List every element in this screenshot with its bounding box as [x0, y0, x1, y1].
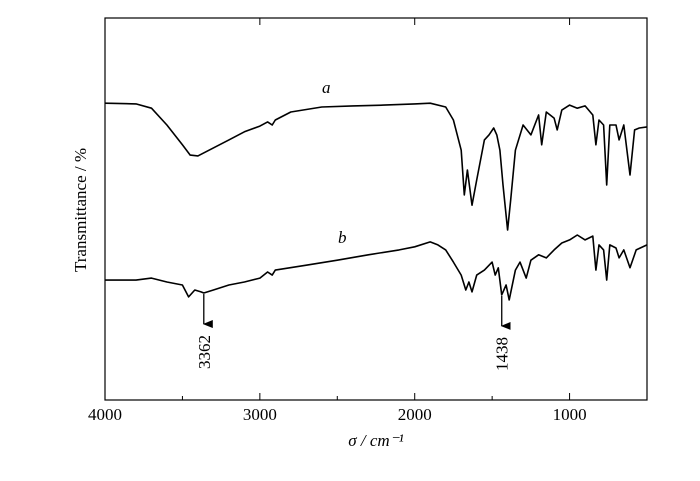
x-tick-label: 3000 [243, 405, 277, 424]
x-tick-label: 4000 [88, 405, 122, 424]
plot-frame [104, 17, 648, 401]
series-label: a [322, 78, 331, 97]
x-tick-label: 2000 [398, 405, 432, 424]
x-axis-label: σ / cm⁻¹ [348, 431, 404, 450]
series-label: b [338, 228, 347, 247]
x-tick-label: 1000 [553, 405, 587, 424]
annotation-label: 1438 [493, 337, 512, 371]
y-axis-label: Transmittance / % [71, 148, 90, 272]
spectrum-line [105, 234, 648, 301]
spectrum-line [104, 102, 648, 231]
annotation-label: 3362 [195, 335, 214, 369]
